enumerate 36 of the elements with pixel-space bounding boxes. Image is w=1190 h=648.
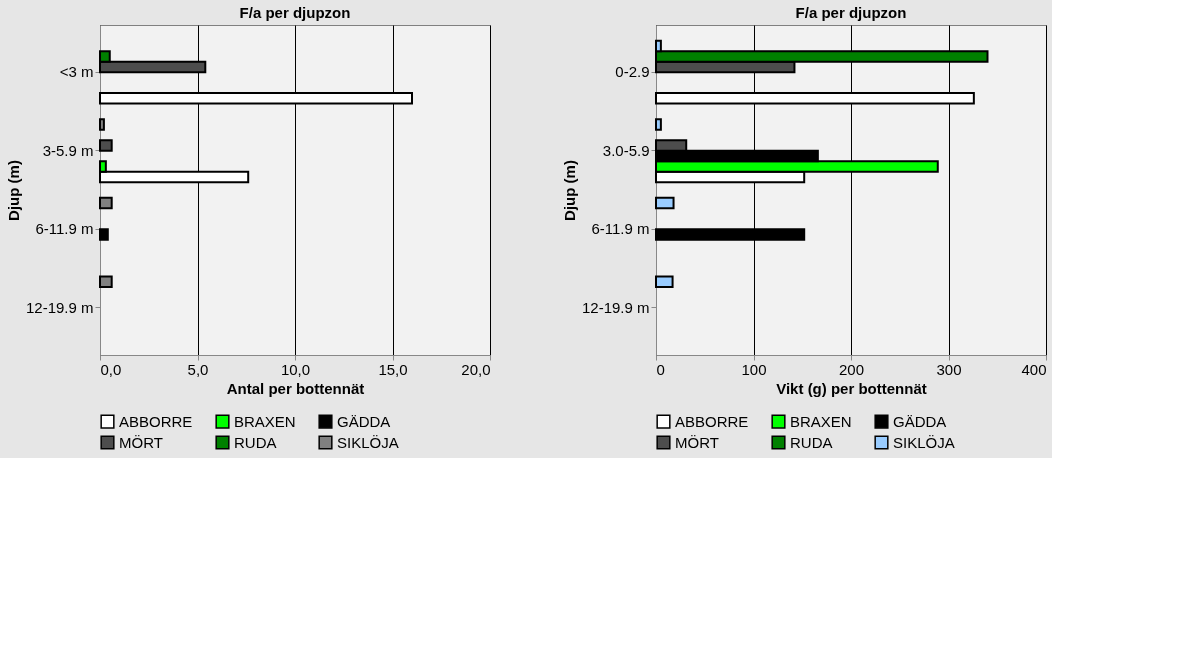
legend-label: MÖRT xyxy=(119,433,163,451)
x-tick-label: 5,0 xyxy=(187,360,209,378)
legend-label: RUDA xyxy=(234,433,277,451)
x-tick-label: 10,0 xyxy=(280,360,311,378)
legend-label: MÖRT xyxy=(675,433,719,451)
legend-label: SIKLÖJA xyxy=(893,433,955,451)
x-tick-label: 400 xyxy=(1021,360,1047,378)
y-tick-label: 12-19.9 m xyxy=(25,298,94,316)
chart-title: F/a per djupzon xyxy=(795,4,907,21)
legend-label: GÄDDA xyxy=(337,412,391,430)
legend-label: ABBORRE xyxy=(119,412,193,430)
legend-label: ABBORRE xyxy=(675,412,749,430)
x-tick-label: 0 xyxy=(656,360,665,378)
y-tick-label: <3 m xyxy=(59,63,94,81)
y-axis-title: Djup (m) xyxy=(560,160,578,221)
x-tick-label: 100 xyxy=(741,360,767,378)
x-tick-label: 15,0 xyxy=(378,360,408,378)
legend-label: SIKLÖJA xyxy=(337,433,399,451)
y-tick-label: 0-2.9 xyxy=(615,63,650,81)
legend-label: GÄDDA xyxy=(893,412,947,430)
y-tick-label: 12-19.9 m xyxy=(581,298,650,316)
y-tick-label: 6-11.9 m xyxy=(591,220,650,238)
legend-label: BRAXEN xyxy=(234,412,296,430)
x-tick-label: 0,0 xyxy=(100,360,122,378)
y-axis-title: Djup (m) xyxy=(4,160,22,221)
x-tick-label: 300 xyxy=(936,360,962,378)
y-tick-label: 3-5.9 m xyxy=(42,141,94,159)
chart-title: F/a per djupzon xyxy=(239,4,351,21)
y-tick-label: 3.0-5.9 xyxy=(602,141,650,159)
x-axis-title: Vikt (g) per bottennät xyxy=(776,379,927,397)
x-tick-label: 20,0 xyxy=(461,360,491,378)
x-tick-label: 200 xyxy=(838,360,865,378)
legend-label: RUDA xyxy=(790,433,833,451)
y-tick-label: 6-11.9 m xyxy=(35,220,94,238)
x-axis-title: Antal per bottennät xyxy=(226,379,365,397)
legend-label: BRAXEN xyxy=(790,412,852,430)
